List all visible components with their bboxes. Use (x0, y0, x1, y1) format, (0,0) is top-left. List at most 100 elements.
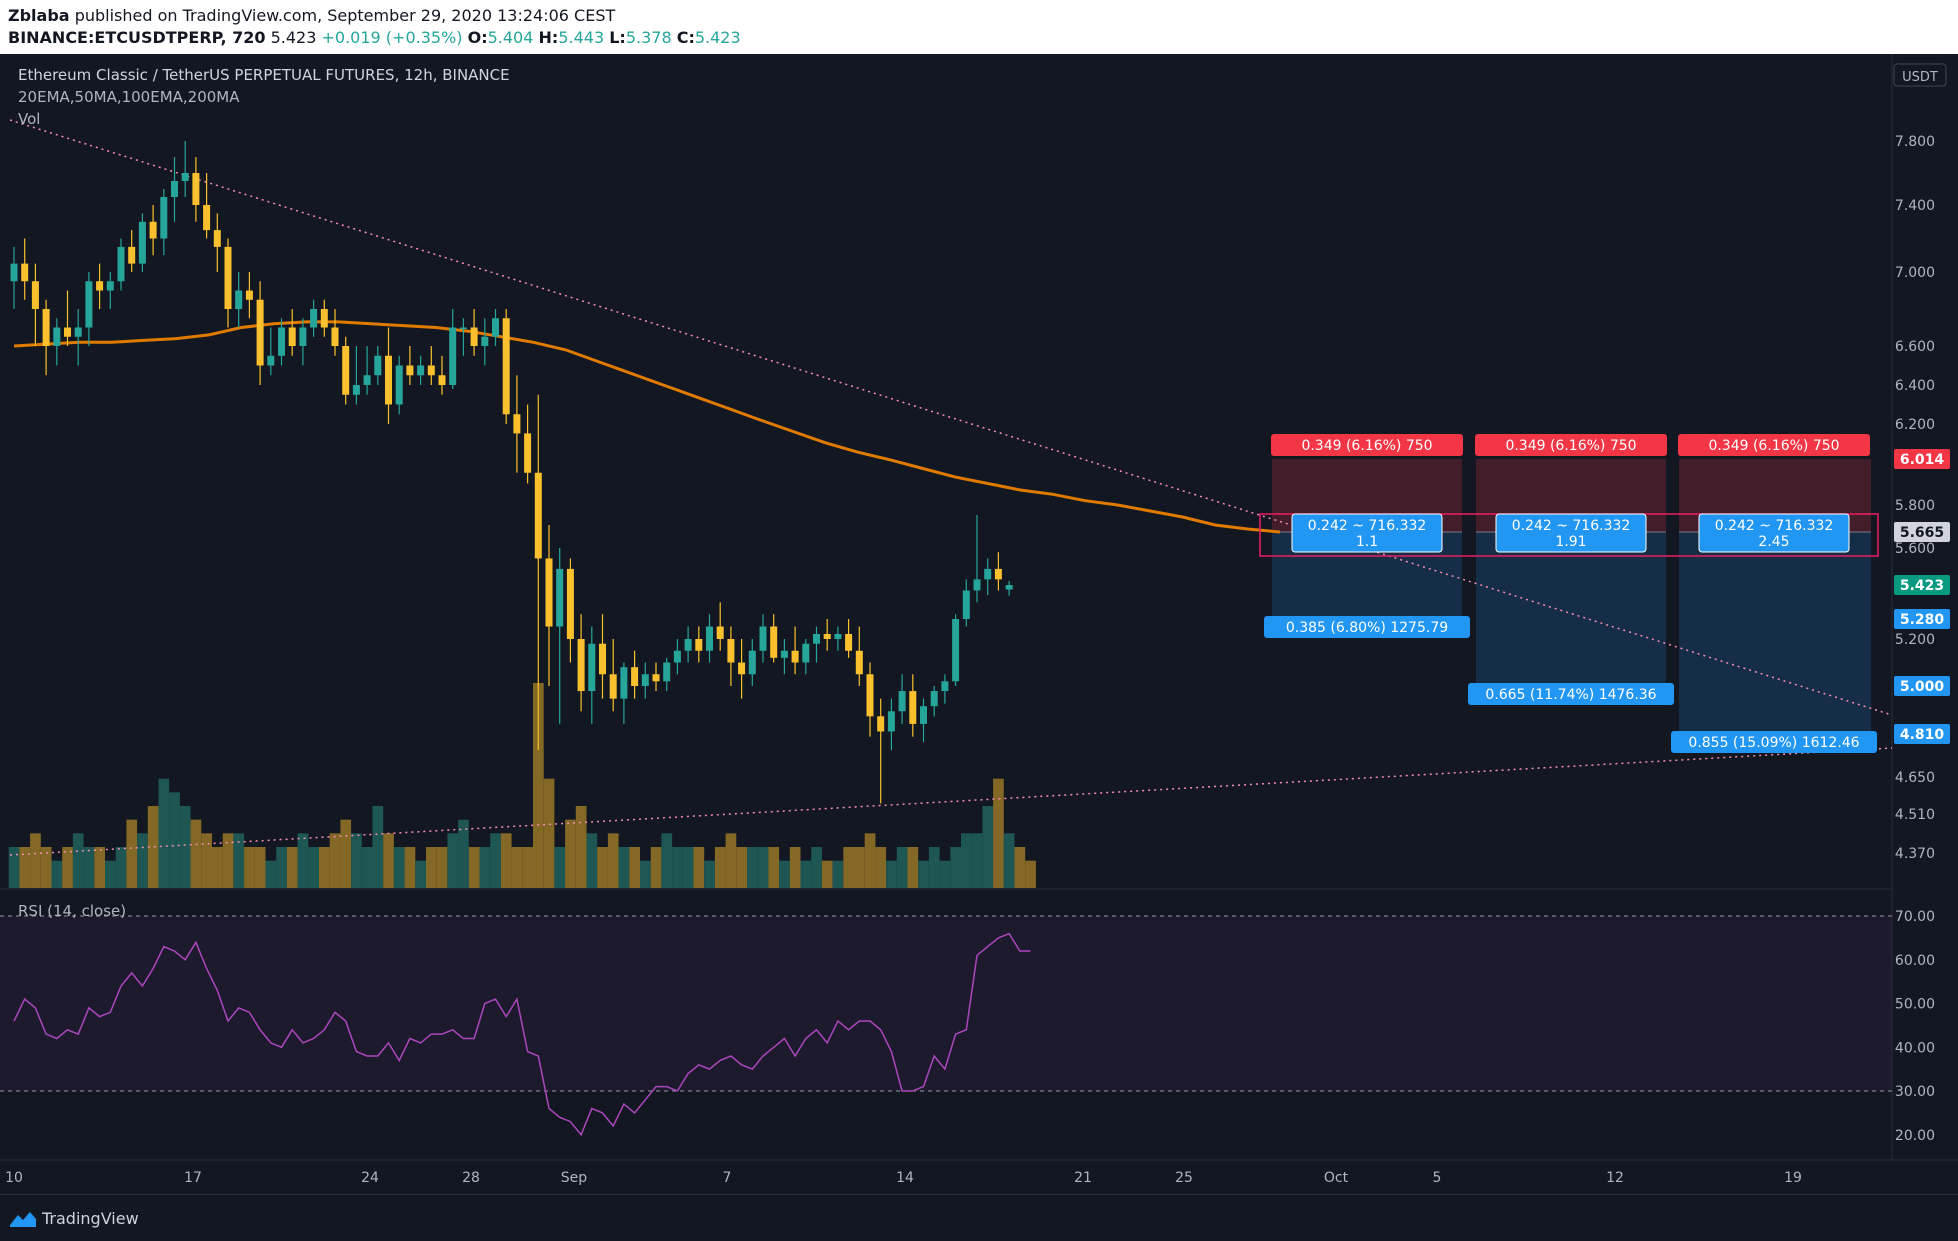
candle-body[interactable] (395, 365, 403, 405)
candle-body[interactable] (652, 674, 660, 682)
lower-trendline[interactable] (9, 747, 1893, 856)
candle-body[interactable] (684, 639, 692, 651)
candle-body[interactable] (716, 626, 724, 640)
candle-body[interactable] (770, 626, 778, 658)
candle-body[interactable] (352, 385, 360, 395)
candle-body[interactable] (909, 691, 917, 724)
candle-body[interactable] (74, 327, 82, 337)
candlestick-series[interactable] (10, 141, 1013, 804)
price-axis[interactable]: 7.800 7.400 7.000 6.600 6.400 6.200 5.800 5.600… (1895, 134, 1935, 862)
author-name[interactable]: Zblaba (8, 6, 70, 25)
candle-body[interactable] (278, 327, 285, 356)
candle-body[interactable] (566, 568, 574, 639)
candle-body[interactable] (641, 674, 649, 686)
candle-body[interactable] (42, 309, 50, 346)
candle-body[interactable] (149, 221, 157, 239)
candle-body[interactable] (609, 674, 617, 699)
candle-body[interactable] (481, 336, 489, 346)
time-axis[interactable]: 10 17 24 28 Sep 7 14 21 25 Oct 5 12 19 (5, 1170, 1802, 1186)
candle-body[interactable] (663, 662, 671, 682)
candle-body[interactable] (31, 281, 39, 309)
candle-body[interactable] (96, 281, 104, 291)
candle-body[interactable] (213, 230, 221, 247)
candle-body[interactable] (171, 181, 178, 197)
candle-body[interactable] (759, 626, 767, 651)
candle-body[interactable] (299, 327, 307, 347)
candle-body[interactable] (53, 327, 61, 347)
candle-body[interactable] (866, 674, 874, 717)
upper-trendline[interactable] (9, 119, 1893, 716)
candle-body[interactable] (64, 327, 71, 337)
candle-body[interactable] (855, 650, 863, 675)
candle-body[interactable] (727, 639, 735, 663)
candle-body[interactable] (887, 711, 895, 732)
candle-body[interactable] (984, 568, 992, 580)
ema-100-line[interactable] (13, 320, 1281, 534)
candle-body[interactable] (534, 472, 542, 559)
price-chart[interactable]: 7.800 7.400 7.000 6.600 6.400 6.200 5.800 5.600… (0, 54, 1958, 1194)
candle-body[interactable] (994, 568, 1002, 580)
candle-body[interactable] (385, 355, 392, 405)
candle-body[interactable] (117, 246, 125, 282)
candle-body[interactable] (138, 221, 146, 264)
candle-body[interactable] (470, 327, 478, 347)
candle-body[interactable] (10, 263, 18, 282)
candle-body[interactable] (342, 346, 350, 395)
candle-body[interactable] (374, 355, 382, 376)
candle-body[interactable] (524, 433, 532, 473)
candle-body[interactable] (813, 634, 820, 644)
take-profit-zone[interactable] (1679, 532, 1871, 734)
candle-body[interactable] (588, 643, 596, 692)
candle-body[interactable] (695, 639, 703, 651)
candle-body[interactable] (1005, 585, 1013, 590)
candle-body[interactable] (930, 691, 938, 707)
candle-body[interactable] (791, 650, 799, 663)
candle-body[interactable] (128, 246, 136, 264)
candle-body[interactable] (288, 327, 296, 347)
candle-body[interactable] (941, 681, 949, 692)
candle-body[interactable] (545, 558, 553, 627)
candle-body[interactable] (449, 327, 457, 386)
candle-body[interactable] (780, 650, 788, 658)
candle-body[interactable] (406, 365, 414, 376)
candle-body[interactable] (21, 263, 29, 282)
candle-body[interactable] (952, 619, 960, 682)
candle-body[interactable] (502, 318, 510, 415)
candle-body[interactable] (845, 634, 853, 651)
candle-body[interactable] (577, 639, 585, 692)
candle-body[interactable] (748, 650, 756, 675)
candle-body[interactable] (920, 706, 927, 724)
candle-body[interactable] (492, 318, 499, 337)
candle-body[interactable] (438, 375, 446, 385)
candle-body[interactable] (673, 650, 681, 663)
candle-body[interactable] (459, 327, 467, 330)
candle-body[interactable] (181, 173, 189, 181)
candle-body[interactable] (706, 626, 713, 651)
candle-body[interactable] (877, 716, 885, 732)
candle-body[interactable] (85, 281, 93, 328)
symbol-name[interactable]: BINANCE:ETCUSDTPERP, 720 (8, 28, 266, 47)
candle-body[interactable] (160, 197, 168, 239)
candle-body[interactable] (267, 355, 275, 366)
rsi-line[interactable] (13, 932, 1031, 1137)
candle-body[interactable] (203, 205, 211, 231)
candle-body[interactable] (331, 327, 339, 347)
tradingview-brand[interactable]: TradingView (10, 1209, 139, 1228)
candle-body[interactable] (556, 568, 564, 627)
candle-body[interactable] (513, 414, 521, 434)
candle-body[interactable] (427, 365, 435, 376)
candle-body[interactable] (973, 579, 981, 591)
rsi-legend[interactable]: RSI (14, close) (18, 902, 127, 920)
candle-body[interactable] (802, 643, 810, 663)
volume-legend[interactable]: Vol (18, 110, 41, 128)
candle-body[interactable] (823, 634, 831, 639)
currency-box[interactable] (1893, 63, 1947, 87)
candle-body[interactable] (363, 375, 371, 385)
candle-body[interactable] (320, 309, 328, 328)
take-profit-zone[interactable] (1476, 532, 1666, 686)
candle-body[interactable] (256, 299, 264, 366)
candle-body[interactable] (310, 309, 318, 328)
candle-body[interactable] (738, 662, 746, 675)
candle-body[interactable] (620, 667, 628, 699)
candle-body[interactable] (898, 691, 906, 712)
